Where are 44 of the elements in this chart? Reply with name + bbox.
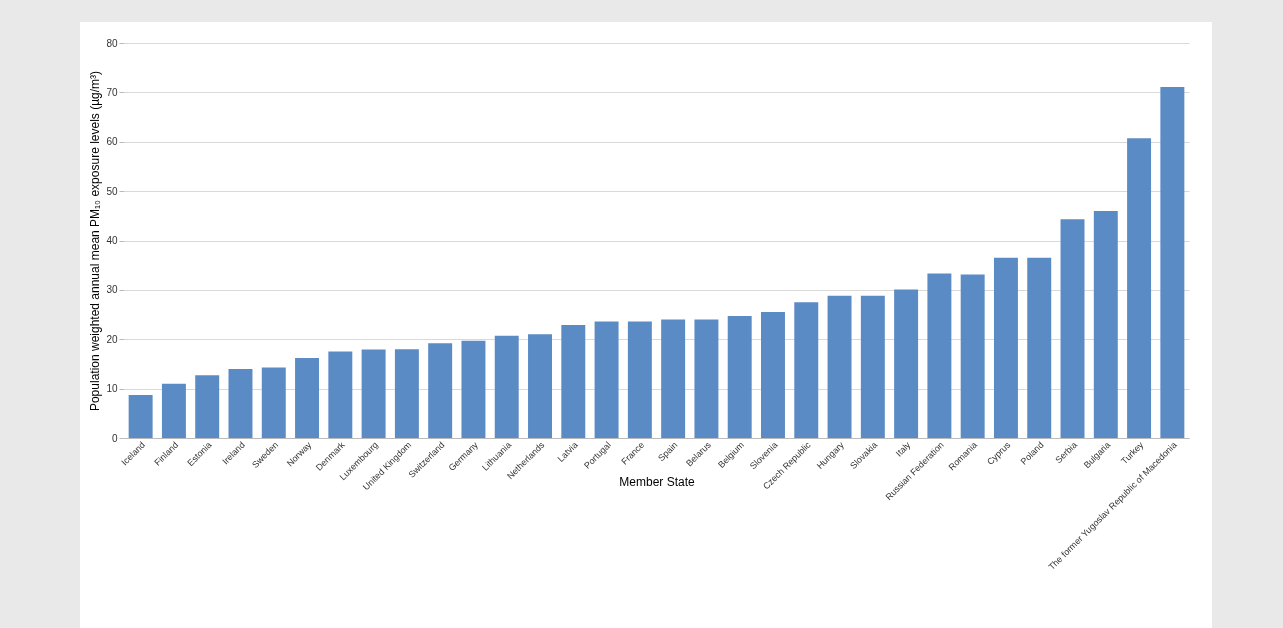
bar xyxy=(1093,210,1118,438)
bar xyxy=(528,334,552,438)
bar xyxy=(561,324,586,438)
y-tick-label: 80 xyxy=(106,37,118,49)
bar xyxy=(228,368,253,438)
y-tick-label: 40 xyxy=(106,235,118,246)
bar xyxy=(295,358,320,438)
bar xyxy=(1027,257,1052,438)
bar xyxy=(960,274,985,438)
bar xyxy=(594,321,619,438)
bar xyxy=(993,257,1018,438)
bar xyxy=(361,349,386,438)
bar xyxy=(661,319,686,438)
y-tick-label: 60 xyxy=(106,136,118,148)
bar xyxy=(328,351,353,438)
bar xyxy=(128,395,153,438)
bar xyxy=(494,335,519,438)
bar xyxy=(1127,138,1152,438)
bar xyxy=(860,295,885,438)
bar xyxy=(927,273,952,438)
bar xyxy=(461,340,486,438)
bar xyxy=(428,343,453,438)
bar xyxy=(761,312,785,438)
y-tick-label: 20 xyxy=(106,333,118,345)
y-tick-label: 70 xyxy=(106,86,118,98)
bar xyxy=(794,302,819,438)
bar xyxy=(627,321,652,438)
x-tick-label: Italy xyxy=(893,439,913,459)
bar xyxy=(161,383,186,438)
y-tick-label: 50 xyxy=(106,185,118,197)
bar xyxy=(195,375,220,438)
bar xyxy=(1060,219,1085,438)
bar xyxy=(1160,86,1185,438)
bar xyxy=(694,319,719,438)
bar xyxy=(394,349,419,438)
bar xyxy=(261,367,286,438)
x-axis-title: Member State xyxy=(619,475,695,490)
y-tick-label: 0 xyxy=(111,432,118,444)
y-axis-title: Population weighted annual mean PM₁₀ exposure levels (µg/m³) xyxy=(88,70,103,412)
y-tick-label: 30 xyxy=(106,284,118,296)
bar xyxy=(894,289,919,438)
bar xyxy=(827,295,852,438)
y-tick-label: 10 xyxy=(106,383,118,395)
bar xyxy=(727,316,752,438)
